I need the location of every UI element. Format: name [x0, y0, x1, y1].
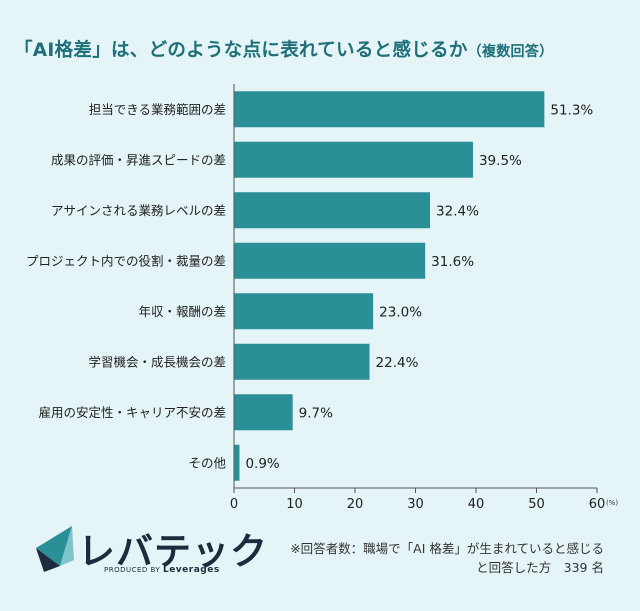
category-label-8: その他 [188, 455, 226, 470]
produced-by-text: PRODUCED BY Leverages [104, 565, 220, 575]
produced-by-brand: Leverages [162, 565, 220, 575]
bar-8 [234, 444, 240, 481]
category-label-3: アサインされる業務レベルの差 [51, 203, 226, 218]
x-tick-label-7: 60 [589, 497, 606, 512]
respondent-note: ※回答者数：職場で「AI 格差」が生まれていると感じる と回答した方 339 名 [290, 539, 604, 577]
value-label-2: 39.5% [479, 153, 522, 169]
value-label-8: 0.9% [245, 456, 279, 472]
bar-6 [234, 343, 370, 380]
respondent-note-line1: ※回答者数：職場で「AI 格差」が生まれていると感じる [290, 541, 604, 556]
bar-group: 担当できる業務範囲の差 51.3% 成果の評価・昇進スピードの差 39.5% アサインさ… [26, 91, 593, 481]
chart-title-suffix: （複数回答） [467, 44, 554, 60]
x-tick-label-4: 30 [407, 497, 424, 512]
x-tick-label-5: 40 [468, 497, 485, 512]
value-label-5: 23.0% [379, 304, 422, 320]
bar-5 [234, 293, 374, 330]
value-label-3: 32.4% [436, 203, 479, 219]
value-label-1: 51.3% [550, 102, 593, 118]
bar-2 [234, 141, 473, 178]
category-label-1: 担当できる業務範囲の差 [89, 102, 226, 117]
bar-3 [234, 192, 431, 229]
x-axis-ticks: 0 10 20 30 40 50 60 (%) [230, 488, 618, 512]
brand-logo-text: レバテック [78, 530, 268, 573]
levtech-logo-mark [36, 526, 74, 572]
x-tick-label-3: 20 [347, 497, 364, 512]
x-tick-label-6: 50 [528, 497, 545, 512]
category-label-7: 雇用の安定性・キャリア不安の差 [38, 405, 226, 420]
x-axis-unit: (%) [606, 499, 618, 507]
value-label-7: 9.7% [299, 405, 333, 421]
bar-4 [234, 242, 426, 279]
respondent-note-line2: と回答した方 339 名 [476, 560, 604, 575]
chart-title-main: 「AI格差」は、どのような点に表れていると感じるか [14, 40, 468, 61]
chart-title: 「AI格差」は、どのような点に表れていると感じるか（複数回答） [14, 36, 634, 62]
x-tick-label-1: 0 [230, 497, 238, 512]
value-label-4: 31.6% [431, 254, 474, 270]
x-tick-label-2: 10 [286, 497, 303, 512]
produced-by-prefix: PRODUCED BY [104, 566, 161, 574]
category-label-2: 成果の評価・昇進スピードの差 [51, 152, 226, 167]
category-label-6: 学習機会・成長機会の差 [88, 354, 226, 369]
category-label-4: プロジェクト内での役割・裁量の差 [26, 253, 226, 268]
bar-7 [234, 394, 293, 431]
bar-1 [234, 91, 545, 128]
value-label-6: 22.4% [376, 355, 419, 371]
category-label-5: 年収・報酬の差 [138, 304, 226, 319]
